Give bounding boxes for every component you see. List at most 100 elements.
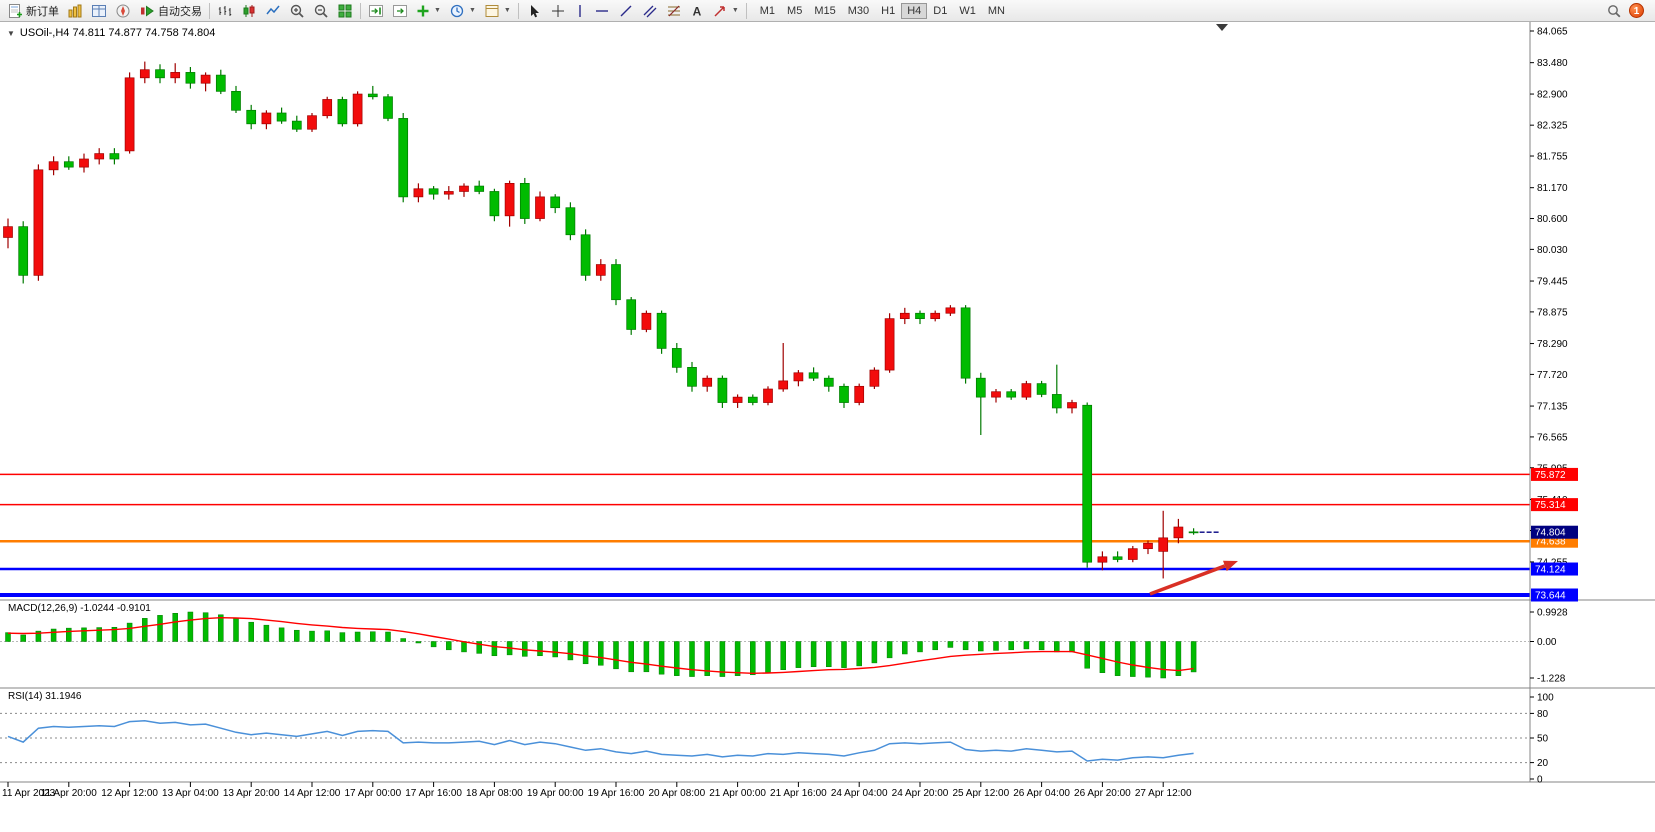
trendline-button[interactable] xyxy=(614,1,638,21)
notification-badge[interactable]: 1 xyxy=(1629,3,1644,18)
macd-bar xyxy=(1008,641,1014,651)
crosshair-button[interactable] xyxy=(546,1,570,21)
market-watch-button[interactable] xyxy=(63,1,87,21)
arrows-tool-icon xyxy=(712,3,728,19)
svg-text:27 Apr 12:00: 27 Apr 12:00 xyxy=(1135,788,1192,799)
candle xyxy=(915,312,925,320)
timeframe-button-H1[interactable]: H1 xyxy=(875,3,901,19)
candle xyxy=(109,153,120,160)
macd-bar xyxy=(978,641,984,652)
candle xyxy=(1112,556,1123,560)
candle xyxy=(975,377,986,398)
vertical-line-button[interactable] xyxy=(570,1,590,21)
macd-bar xyxy=(218,614,224,642)
toolbar-separator xyxy=(745,2,747,19)
price-axis-flags: 75.872 75.314 74.638 74.124 73.644 74.804 xyxy=(1531,467,1578,602)
timeframe-button-W1[interactable]: W1 xyxy=(953,3,982,19)
svg-text:17 Apr 16:00: 17 Apr 16:00 xyxy=(405,788,462,799)
macd-bar xyxy=(1130,641,1136,677)
navigator-button[interactable] xyxy=(111,1,135,21)
candle xyxy=(215,74,226,92)
auto-trading-button[interactable]: 自动交易 xyxy=(135,1,206,21)
macd-bar xyxy=(202,612,209,642)
timeframe-button-M1[interactable]: M1 xyxy=(754,3,781,19)
svg-text:A: A xyxy=(692,4,701,18)
macd-bar xyxy=(385,631,391,642)
line-chart-type-button[interactable] xyxy=(261,1,285,21)
timeframe-button-M15[interactable]: M15 xyxy=(808,3,841,19)
horizontal-line-button[interactable] xyxy=(590,1,614,21)
svg-text:80.600: 80.600 xyxy=(1537,214,1568,225)
periods-button[interactable]: ▼ xyxy=(445,1,480,21)
auto-trading-icon xyxy=(139,3,155,19)
tile-windows-button[interactable] xyxy=(333,1,357,21)
data-window-button[interactable] xyxy=(87,1,111,21)
channel-button[interactable] xyxy=(638,1,662,21)
macd-bar xyxy=(446,641,452,651)
price-chart-canvas[interactable]: 84.065 83.480 82.900 82.325 81.755 81.170 80.6… xyxy=(0,22,1655,827)
macd-bar xyxy=(415,641,422,644)
timeframe-button-D1[interactable]: D1 xyxy=(927,3,953,19)
arrow-shaft[interactable] xyxy=(1149,564,1226,596)
macd-bar xyxy=(917,641,923,653)
new-order-button[interactable]: 新订单 xyxy=(3,1,63,21)
macd-bar xyxy=(613,641,619,670)
bar-chart-icon xyxy=(217,3,233,19)
timeframe-button-H4[interactable]: H4 xyxy=(901,2,928,19)
fibonacci-button[interactable] xyxy=(662,1,686,21)
horizontal-lines[interactable] xyxy=(0,473,1530,597)
arrows-tool-button[interactable]: ▼ xyxy=(708,1,743,21)
macd-panel: 0.9928 0.00 -1.228 xyxy=(0,608,1568,685)
svg-text:75.872: 75.872 xyxy=(1535,470,1566,481)
chart-window[interactable]: ▼ USOil-,H4 74.811 74.877 74.758 74.804 … xyxy=(0,22,1655,827)
macd-bar xyxy=(111,626,118,642)
auto-scroll-button[interactable] xyxy=(364,1,388,21)
macd-bar xyxy=(826,641,832,668)
svg-text:11 Apr 20:00: 11 Apr 20:00 xyxy=(41,788,97,799)
text-tool-button[interactable]: A xyxy=(686,1,708,21)
auto-trading-label: 自动交易 xyxy=(158,5,202,18)
macd-bar xyxy=(294,629,300,642)
candle xyxy=(595,264,606,276)
candle xyxy=(18,226,29,276)
search-icon[interactable] xyxy=(1606,3,1622,19)
svg-text:12 Apr 12:00: 12 Apr 12:00 xyxy=(101,788,158,799)
macd-bar xyxy=(871,641,878,664)
trendline-icon xyxy=(618,3,634,19)
chevron-down-icon: ▼ xyxy=(434,7,441,14)
svg-text:0: 0 xyxy=(1537,775,1543,786)
timeframe-button-M5[interactable]: M5 xyxy=(781,3,808,19)
macd-bar xyxy=(142,618,148,642)
svg-text:74.638: 74.638 xyxy=(1535,537,1566,548)
svg-text:74.804: 74.804 xyxy=(1535,528,1566,539)
zoom-out-button[interactable] xyxy=(309,1,333,21)
svg-text:24 Apr 04:00: 24 Apr 04:00 xyxy=(831,788,888,799)
templates-button[interactable]: ▼ xyxy=(480,1,515,21)
one-click-trading-collapse-icon[interactable]: ▼ xyxy=(7,28,15,38)
candle xyxy=(535,196,545,219)
candle xyxy=(808,372,819,379)
candle xyxy=(1067,402,1077,409)
candlestick-type-button[interactable] xyxy=(237,1,261,21)
toolbar-separator xyxy=(209,2,210,19)
bar-chart-type-button[interactable] xyxy=(213,1,237,21)
candle xyxy=(504,183,515,217)
svg-text:83.480: 83.480 xyxy=(1537,58,1568,69)
zoom-in-button[interactable] xyxy=(285,1,309,21)
fibonacci-icon xyxy=(666,3,682,19)
chart-shift-button[interactable] xyxy=(388,1,412,21)
macd-bar xyxy=(370,631,376,642)
macd-bar xyxy=(187,611,194,642)
indicators-button[interactable]: ▼ xyxy=(412,1,445,21)
macd-bar xyxy=(734,641,741,676)
macd-bar xyxy=(66,627,72,642)
cursor-button[interactable] xyxy=(522,1,546,21)
candle xyxy=(231,90,241,111)
candle xyxy=(1127,548,1138,560)
svg-text:20: 20 xyxy=(1537,758,1549,769)
timeframe-button-MN[interactable]: MN xyxy=(982,3,1011,19)
market-watch-icon xyxy=(67,3,83,19)
timeframe-button-M30[interactable]: M30 xyxy=(842,3,875,19)
candle xyxy=(63,161,74,168)
trend-arrow-annotation[interactable] xyxy=(1149,560,1238,596)
